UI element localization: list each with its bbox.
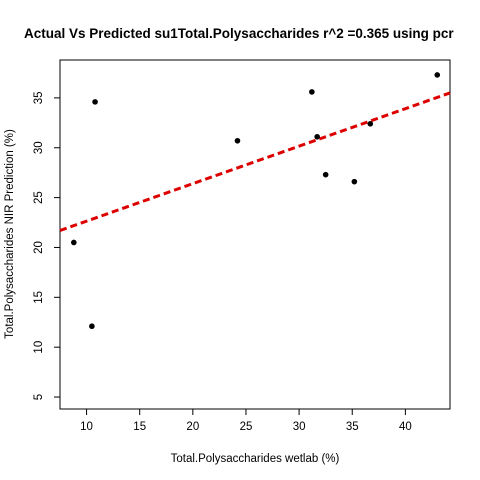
y-axis: 5 10 15 20 25 30 35 (33, 91, 60, 400)
x-tick-label: 40 (399, 421, 412, 433)
data-point (309, 89, 315, 95)
y-tick-label: 5 (33, 394, 45, 400)
data-point (92, 99, 98, 105)
data-point (314, 134, 320, 140)
data-point (323, 172, 329, 178)
y-tick-label: 10 (33, 341, 45, 354)
y-tick-label: 20 (33, 241, 45, 254)
data-point (367, 121, 373, 127)
y-tick-label: 25 (33, 191, 45, 204)
chart-title: Actual Vs Predicted su1Total.Polysacchar… (24, 26, 454, 41)
x-tick-label: 35 (346, 421, 359, 433)
x-axis-label: Total.Polysaccharides wetlab (%) (171, 453, 340, 465)
x-tick-label: 15 (133, 421, 146, 433)
data-point (89, 323, 95, 329)
x-tick-label: 20 (186, 421, 199, 433)
y-tick-label: 35 (33, 91, 45, 104)
y-tick-label: 15 (33, 291, 45, 304)
y-axis-label: Total.Polysaccharides NIR Prediction (%) (4, 129, 16, 339)
data-point (434, 72, 440, 78)
x-tick-label: 30 (293, 421, 306, 433)
x-axis: 10 15 20 25 30 35 40 (80, 409, 412, 433)
regression-line (60, 93, 450, 231)
y-tick-label: 30 (33, 141, 45, 154)
data-points (71, 72, 440, 329)
plot-box (60, 60, 450, 409)
data-point (71, 240, 77, 246)
x-tick-label: 10 (80, 421, 93, 433)
x-tick-label: 25 (240, 421, 253, 433)
data-point (235, 138, 241, 144)
data-point (352, 179, 358, 185)
